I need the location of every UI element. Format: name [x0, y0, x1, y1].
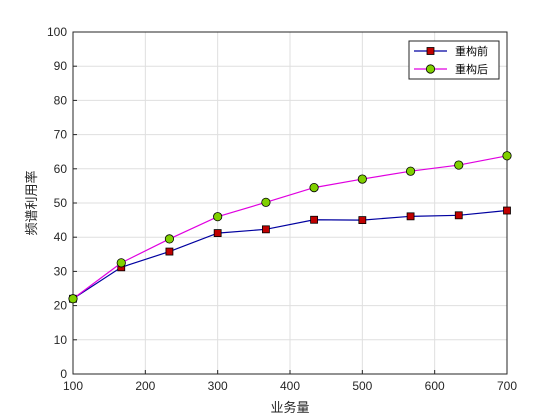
- data-point: [357, 174, 367, 184]
- legend-label: 重构前: [455, 44, 488, 58]
- legend-label: 重构后: [455, 62, 488, 76]
- x-tick-label: 300: [208, 379, 228, 393]
- data-point: [213, 212, 223, 222]
- y-tick-label: 20: [54, 299, 68, 313]
- data-point: [164, 234, 175, 244]
- legend-marker: [426, 47, 435, 55]
- legend-item-1: 重构前: [414, 44, 488, 58]
- y-tick-label: 90: [54, 59, 68, 73]
- data-point: [502, 151, 512, 161]
- y-tick-label: 40: [54, 230, 68, 244]
- x-tick-label: 500: [352, 379, 372, 393]
- y-tick-label: 50: [54, 196, 68, 210]
- legend-item-2: 重构后: [414, 62, 488, 76]
- y-tick-label: 70: [54, 128, 68, 142]
- x-axis-label: 业务量: [270, 400, 309, 416]
- series-2: [68, 151, 512, 304]
- x-tick-label: 100: [63, 379, 83, 393]
- data-point: [310, 215, 318, 224]
- series-line: [72, 155, 508, 300]
- data-point: [454, 211, 463, 220]
- x-tick-label: 200: [135, 379, 155, 393]
- data-point: [262, 225, 270, 234]
- data-point: [261, 197, 271, 207]
- x-tick-label: 700: [497, 379, 517, 393]
- data-point: [454, 160, 464, 170]
- y-tick-label: 30: [54, 264, 68, 278]
- y-tick-label: 0: [60, 367, 67, 381]
- data-point: [116, 258, 126, 268]
- legend-box: [408, 40, 500, 80]
- series-layer: [68, 151, 512, 304]
- y-tick-label: 80: [54, 93, 68, 107]
- y-tick-label: 10: [54, 333, 68, 347]
- y-tick-label: 100: [47, 25, 67, 39]
- data-point: [358, 216, 367, 225]
- x-axis: 100 200 300 400 500 600 700: [63, 370, 517, 393]
- y-axis: 0 10 20 30 40 50 60 70 80 90 100: [47, 25, 77, 381]
- data-point: [213, 229, 222, 237]
- y-tick-label: 60: [54, 162, 68, 176]
- data-point: [68, 294, 78, 304]
- data-point: [165, 247, 174, 256]
- grid: [72, 31, 508, 375]
- y-axis-label: 频谱利用率: [24, 170, 40, 235]
- data-point: [405, 166, 416, 176]
- data-point: [503, 206, 511, 215]
- x-tick-label: 400: [280, 379, 300, 393]
- data-point: [406, 212, 415, 221]
- data-point: [309, 183, 319, 193]
- legend-marker: [425, 64, 436, 74]
- series-line: [72, 209, 508, 300]
- x-tick-label: 600: [425, 379, 445, 393]
